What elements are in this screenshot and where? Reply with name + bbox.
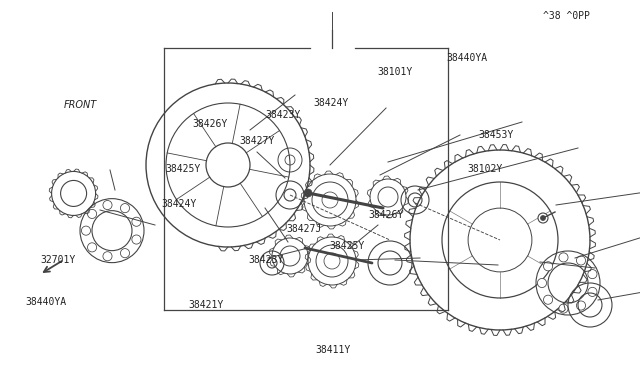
Text: FRONT: FRONT: [64, 100, 97, 110]
Text: 38425Y: 38425Y: [330, 241, 365, 250]
Text: 38421Y: 38421Y: [189, 300, 224, 310]
Text: 38424Y: 38424Y: [161, 199, 196, 209]
Circle shape: [577, 301, 586, 310]
Circle shape: [88, 209, 97, 218]
Text: 38424Y: 38424Y: [314, 99, 349, 108]
Text: 38426Y: 38426Y: [192, 119, 227, 128]
Text: 38423Y: 38423Y: [266, 110, 301, 119]
Circle shape: [588, 287, 597, 296]
Circle shape: [538, 278, 547, 288]
Circle shape: [559, 304, 568, 313]
Circle shape: [577, 256, 586, 265]
Circle shape: [132, 217, 141, 226]
Text: 32701Y: 32701Y: [40, 256, 76, 265]
Text: 38427Y: 38427Y: [239, 137, 275, 146]
Circle shape: [120, 203, 129, 213]
Text: 38423Y: 38423Y: [248, 256, 284, 265]
Text: ^38 ^0PP: ^38 ^0PP: [543, 11, 589, 20]
Circle shape: [588, 270, 597, 279]
Text: 38440YA: 38440YA: [26, 297, 67, 307]
Text: 38425Y: 38425Y: [165, 164, 200, 174]
Text: 38101Y: 38101Y: [378, 67, 413, 77]
Text: 38440YA: 38440YA: [447, 53, 488, 62]
Circle shape: [538, 213, 548, 223]
Circle shape: [543, 262, 553, 271]
Text: 38411Y: 38411Y: [315, 346, 350, 355]
Circle shape: [132, 235, 141, 244]
Circle shape: [120, 248, 129, 258]
Circle shape: [81, 226, 91, 235]
Text: 38426Y: 38426Y: [368, 210, 403, 219]
Text: 38102Y: 38102Y: [467, 164, 502, 174]
Circle shape: [103, 252, 112, 261]
Circle shape: [88, 243, 97, 252]
Circle shape: [304, 189, 312, 197]
Circle shape: [559, 253, 568, 262]
Text: 38453Y: 38453Y: [479, 130, 514, 140]
Circle shape: [543, 295, 553, 304]
Text: 38427J: 38427J: [286, 224, 321, 234]
Circle shape: [541, 215, 545, 221]
Circle shape: [103, 201, 112, 209]
